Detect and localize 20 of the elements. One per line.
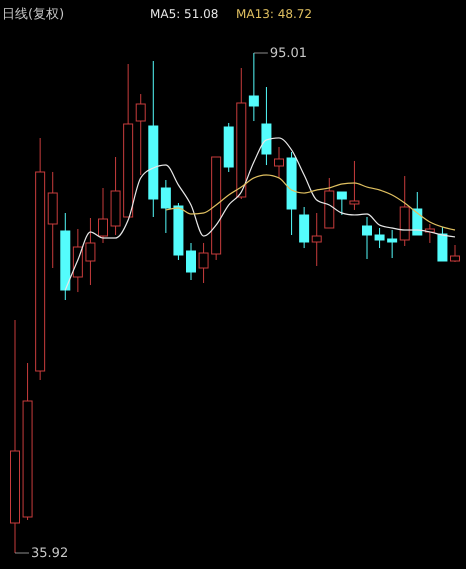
candlestick — [186, 242, 196, 281]
text: MA5: 51.08 — [150, 7, 218, 21]
candlestick — [198, 242, 209, 284]
candlestick — [85, 218, 96, 286]
candlestick — [387, 230, 398, 259]
candlestick — [274, 146, 284, 178]
candlestick — [248, 52, 259, 122]
annotation: 95.01 — [270, 46, 308, 61]
candlestick — [98, 187, 108, 244]
candlestick — [349, 160, 360, 210]
text: MA13: 48.72 — [236, 7, 312, 21]
candlestick — [160, 180, 171, 234]
candlestick — [450, 244, 460, 263]
candlestick — [136, 94, 146, 176]
candlestick — [312, 212, 322, 266]
candlestick — [336, 192, 347, 216]
candlestick — [362, 216, 372, 260]
candlestick — [374, 227, 385, 249]
chart-title: 日线(复权) — [2, 7, 64, 22]
annotation: 35.92 — [31, 546, 68, 561]
